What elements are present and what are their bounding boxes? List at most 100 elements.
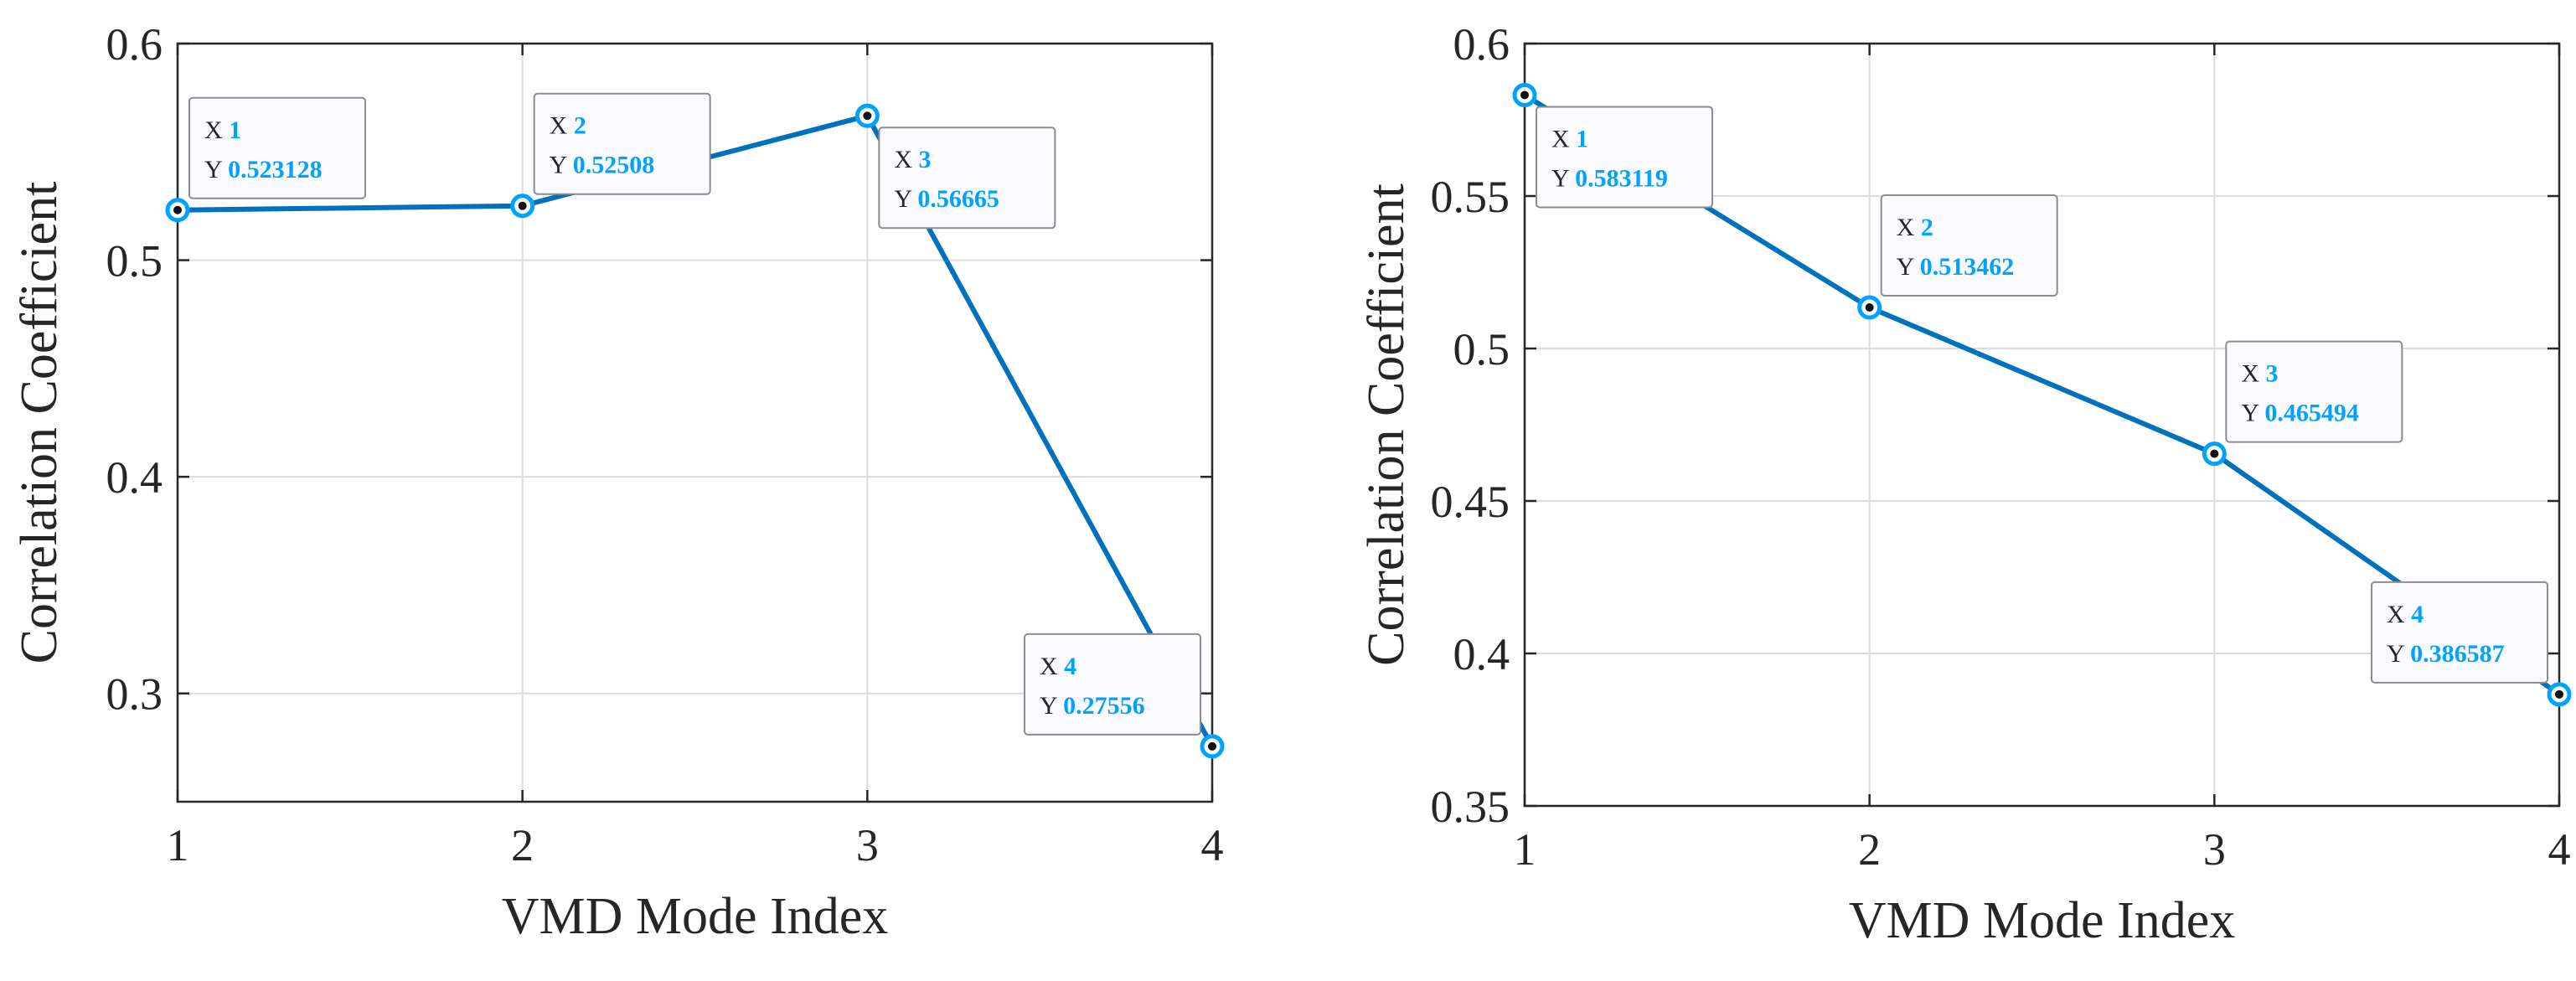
datatip-y-key: Y <box>1040 692 1063 720</box>
datatip-3: X 3Y 0.465494 <box>2225 340 2403 443</box>
data-point-dot <box>2555 689 2563 699</box>
axes-box <box>176 42 1214 803</box>
datatip-x-value: 4 <box>2411 601 2424 628</box>
datatip-y-value: 0.52508 <box>573 152 655 179</box>
datatip-y-value: 0.465494 <box>2264 400 2359 427</box>
x-tick-label: 3 <box>856 820 879 870</box>
x-tick-label: 1 <box>167 820 189 870</box>
data-point-1 <box>1512 82 1537 107</box>
datatip-x-line: X 2 <box>1897 214 1933 241</box>
datatip-x-line: X 2 <box>550 112 586 140</box>
datatip-1: X 1Y 0.583119 <box>1536 106 1713 209</box>
datatip-x-key: X <box>2241 360 2265 388</box>
datatip-y-key: Y <box>1897 253 1920 281</box>
datatip-box <box>2225 340 2403 443</box>
datatip-x-line: X 3 <box>894 146 931 173</box>
datatip-4: X 4Y 0.386587 <box>2371 581 2548 684</box>
datatip-x-value: 4 <box>1064 653 1076 680</box>
x-tick-label: 1 <box>1514 824 1536 875</box>
datatip-y-line: Y 0.27556 <box>1040 692 1145 720</box>
datatip-y-line: Y 0.523128 <box>204 156 323 183</box>
chart-1: 1 2 3 4 0.3 0.4 0.5 0.6 VMD Mode Index Correlatio… <box>11 19 1225 945</box>
y-tick-label: 0.35 <box>1431 782 1510 832</box>
datatip-y-value: 0.513462 <box>1920 253 2015 281</box>
datatip-box <box>533 92 711 195</box>
datatip-y-value: 0.27556 <box>1063 692 1145 720</box>
datatip-2: X 2 Y 0.52508 <box>533 92 711 195</box>
datatip-x-key: X <box>2387 601 2411 628</box>
datatip-x-line: X 1 <box>204 116 241 144</box>
data-point-3 <box>854 103 880 128</box>
y-tick-label: 0.5 <box>1453 324 1510 374</box>
datatip-y-line: Y 0.56665 <box>894 185 999 213</box>
data-point-4 <box>2547 682 2572 707</box>
datatip-y-value: 0.386587 <box>2410 640 2505 668</box>
datatip-y-key: Y <box>2241 400 2264 427</box>
datatip-x-value: 1 <box>1576 125 1588 152</box>
data-point-4 <box>1200 734 1225 759</box>
datatip-x-value: 2 <box>574 112 586 140</box>
datatip-x-key: X <box>204 116 229 144</box>
data-point-dot <box>2210 449 2219 458</box>
datatip-4: X 4Y 0.27556 <box>1024 632 1201 736</box>
x-tick-label: 4 <box>1201 820 1224 870</box>
datatip-2: X 2Y 0.513462 <box>1880 194 2058 297</box>
x-tick-label: 4 <box>2548 824 2571 875</box>
data-point-dot <box>863 111 872 121</box>
y-tick-label: 0.4 <box>1453 629 1510 679</box>
datatip-x-key: X <box>894 146 918 173</box>
datatip-y-value: 0.523128 <box>228 156 323 183</box>
data-point-dot <box>1520 90 1529 100</box>
datatip-x-line: X 4 <box>2387 601 2424 628</box>
y-tick-label: 0.5 <box>106 236 163 287</box>
chart-2: 1 2 3 4 0.35 0.4 0.45 0.5 0.55 0.6 VMD Mode Index C… <box>1358 19 2572 949</box>
x-tick-label: 3 <box>2203 824 2226 875</box>
x-tick-label: 2 <box>511 820 534 870</box>
y-tick-label: 0.6 <box>1453 19 1510 70</box>
y-tick-label: 0.4 <box>106 452 163 503</box>
datatip-y-line: Y 0.52508 <box>550 152 655 179</box>
data-point-dot <box>173 205 182 214</box>
data-point-dot <box>1865 302 1874 312</box>
datatip-x-value: 2 <box>1921 214 1933 241</box>
datatip-x-value: 1 <box>229 116 241 144</box>
data-point-dot <box>518 201 527 210</box>
y-axis-label: Correlation Coefficient <box>1358 183 1415 666</box>
datatip-y-key: Y <box>1551 164 1575 192</box>
y-tick-label: 0.55 <box>1431 172 1510 222</box>
datatip-box <box>878 126 1056 230</box>
datatip-y-line: Y 0.583119 <box>1551 164 1668 192</box>
datatip-y-key: Y <box>894 185 917 213</box>
datatip-y-value: 0.583119 <box>1575 164 1668 192</box>
x-tick-label: 2 <box>1858 824 1881 875</box>
data-point-1 <box>165 198 190 223</box>
datatip-y-key: Y <box>204 156 228 183</box>
datatip-x-line: X 1 <box>1551 125 1588 152</box>
data-point-2 <box>510 194 535 219</box>
datatip-x-key: X <box>1040 653 1064 680</box>
datatip-x-value: 3 <box>2266 360 2279 388</box>
datatip-x-key: X <box>1897 214 1921 241</box>
datatip-y-line: Y 0.465494 <box>2241 400 2359 427</box>
data-point-3 <box>2202 441 2227 467</box>
datatip-box <box>1024 632 1201 736</box>
datatip-box <box>2371 581 2548 684</box>
datatip-x-key: X <box>1551 125 1576 152</box>
x-axis-label: VMD Mode Index <box>1849 892 2236 949</box>
datatip-x-line: X 4 <box>1040 653 1076 680</box>
y-axis-label: Correlation Coefficient <box>11 182 68 664</box>
datatip-y-value: 0.56665 <box>917 185 999 213</box>
datatip-box <box>188 96 366 199</box>
data-point-2 <box>1857 295 1882 320</box>
y-tick-label: 0.6 <box>106 19 163 70</box>
axes-box <box>1523 42 2561 808</box>
datatip-x-key: X <box>550 112 574 140</box>
datatip-1: X 1Y 0.523128 <box>188 96 366 199</box>
datatip-box <box>1880 194 2058 297</box>
datatip-y-line: Y 0.513462 <box>1897 253 2015 281</box>
data-point-dot <box>1208 741 1216 751</box>
datatip-y-key: Y <box>2387 640 2410 668</box>
datatip-3: X 3 Y 0.56665 <box>878 126 1056 230</box>
datatip-box <box>1536 106 1713 209</box>
